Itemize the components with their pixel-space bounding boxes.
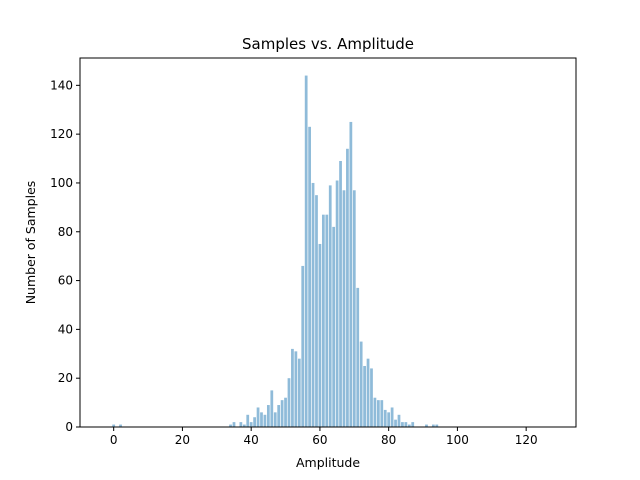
x-tick-label: 40 bbox=[244, 433, 259, 447]
y-tick-label: 20 bbox=[58, 371, 73, 385]
bar bbox=[342, 190, 346, 427]
x-tick-label: 60 bbox=[312, 433, 327, 447]
bar bbox=[435, 424, 439, 427]
bar bbox=[339, 160, 342, 427]
bar bbox=[321, 214, 325, 427]
bar bbox=[112, 424, 116, 427]
bar bbox=[376, 400, 380, 427]
bar bbox=[263, 414, 267, 427]
bar bbox=[352, 190, 356, 427]
bar bbox=[301, 265, 305, 427]
bar bbox=[119, 424, 122, 427]
bar bbox=[242, 424, 246, 427]
bar bbox=[253, 417, 256, 427]
bar bbox=[383, 409, 387, 427]
bar bbox=[284, 397, 287, 427]
y-tick-label: 80 bbox=[58, 225, 73, 239]
bar bbox=[346, 148, 349, 428]
y-tick-label: 40 bbox=[58, 322, 73, 336]
bar bbox=[425, 424, 428, 427]
x-axis-label: Amplitude bbox=[296, 455, 360, 470]
bar bbox=[332, 226, 336, 427]
x-tick-label: 100 bbox=[446, 433, 469, 447]
bar bbox=[373, 397, 377, 427]
bar bbox=[277, 405, 281, 427]
bar bbox=[366, 358, 370, 427]
bar bbox=[270, 390, 274, 427]
plot-area-frame bbox=[79, 57, 577, 428]
y-tick-label: 100 bbox=[50, 176, 73, 190]
bar bbox=[401, 422, 404, 427]
bar bbox=[273, 412, 277, 427]
bar bbox=[328, 185, 332, 427]
bar bbox=[325, 214, 329, 427]
x-tick-label: 0 bbox=[110, 433, 118, 447]
bar bbox=[394, 419, 397, 427]
bar bbox=[315, 195, 318, 427]
x-axis-ticks: 0 20 40 60 80 100 120 bbox=[110, 427, 538, 447]
bar bbox=[363, 365, 366, 427]
x-tick-label: 20 bbox=[175, 433, 190, 447]
y-axis-label: Number of Samples bbox=[23, 181, 38, 305]
bar bbox=[335, 180, 339, 427]
bar bbox=[297, 358, 301, 427]
bar bbox=[256, 407, 260, 427]
x-tick-label: 120 bbox=[515, 433, 538, 447]
y-tick-label: 60 bbox=[58, 274, 73, 288]
bar bbox=[356, 287, 360, 427]
bar bbox=[318, 243, 322, 427]
bar bbox=[370, 368, 373, 427]
bar bbox=[349, 121, 353, 427]
bar bbox=[311, 182, 315, 427]
chart-title: Samples vs. Amplitude bbox=[242, 35, 414, 53]
bar bbox=[229, 424, 232, 427]
bar bbox=[407, 424, 411, 427]
bar bbox=[260, 412, 263, 427]
bar bbox=[291, 348, 294, 427]
bar bbox=[387, 412, 391, 427]
bar bbox=[390, 407, 394, 427]
bar bbox=[380, 400, 384, 427]
bar bbox=[304, 75, 308, 428]
bar-group bbox=[112, 75, 439, 428]
bar bbox=[249, 422, 253, 427]
x-tick-label: 80 bbox=[381, 433, 396, 447]
y-tick-label: 120 bbox=[50, 127, 73, 141]
bar bbox=[359, 341, 363, 427]
bar bbox=[266, 405, 270, 427]
bar bbox=[294, 351, 298, 427]
y-tick-label: 140 bbox=[50, 78, 73, 92]
bar bbox=[404, 422, 408, 427]
bar bbox=[287, 378, 291, 427]
bar bbox=[246, 414, 250, 427]
y-axis-ticks: 0 20 40 60 80 100 120 140 bbox=[50, 78, 80, 434]
bar bbox=[232, 422, 236, 427]
y-tick-label: 0 bbox=[65, 420, 73, 434]
bar bbox=[397, 414, 401, 427]
bar bbox=[411, 422, 415, 427]
bar bbox=[280, 400, 284, 427]
bar bbox=[431, 424, 435, 427]
bar bbox=[308, 126, 311, 428]
bar bbox=[239, 422, 243, 427]
